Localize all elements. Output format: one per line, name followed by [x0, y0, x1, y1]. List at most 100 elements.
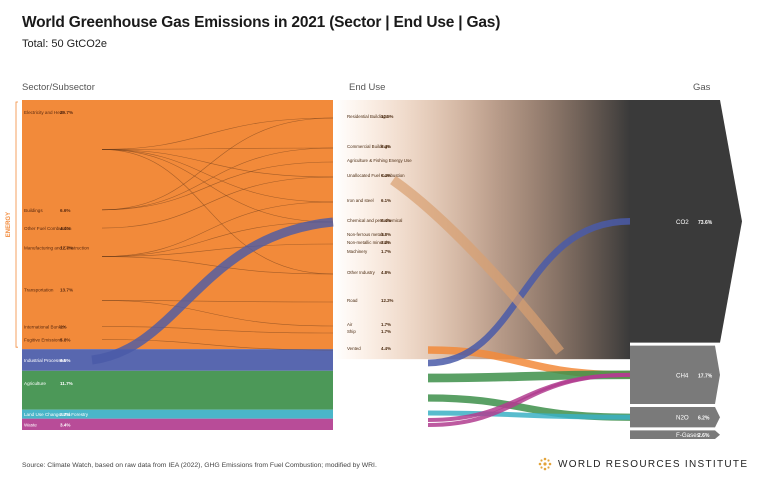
end-use-label-landfills: Landfills: [347, 416, 364, 421]
energy-group-label: ENERGY: [6, 212, 12, 237]
sector-value-other-fuel-combustion: 4.4%: [60, 226, 70, 231]
sector-value-waste: 3.4%: [60, 422, 70, 427]
flow-international-bunker-to-ship: [101, 326, 334, 334]
sector-value-international-bunker: 2%: [60, 325, 67, 330]
gas-node-co2: [630, 100, 742, 343]
sector-label-transportation: Transportation: [24, 288, 54, 293]
sector-label-agriculture: Agriculture: [24, 381, 46, 386]
sector-value-agriculture: 11.7%: [60, 381, 73, 386]
sector-label-electricity-and-heat: Electricity and Heat: [24, 110, 64, 115]
column-header-gas: Gas: [693, 82, 711, 93]
end-use-value-ship: 1.7%: [381, 329, 391, 334]
sector-value-land-use-change-and-forestry: 2.7%: [60, 412, 70, 417]
gas-node-f-gases: [630, 430, 720, 439]
sector-label-fugitive-emissions: Fugitive Emissions: [24, 338, 63, 343]
end-use-value-cement: 3.4%: [381, 359, 391, 364]
flow-transportation-to-road: [101, 300, 334, 303]
sector-value-industrial-processes: 6.5%: [60, 358, 70, 363]
end-use-value-livestock-manure: 5.8%: [381, 374, 391, 379]
column-header-sector: Sector/Subsector: [22, 82, 95, 93]
end-use-label-non-metallic-minerals: Non-metallic minerals: [347, 240, 390, 245]
flow-transportation-to-air: [101, 300, 334, 327]
wri-logo: WORLD RESOURCES INSTITUTE: [538, 457, 748, 471]
flow-manufacturing-and-construction-to-other-industry: [101, 256, 334, 275]
sector-band-agriculture: [22, 370, 333, 410]
end-use-label-air: Air: [347, 322, 353, 327]
flow-cement: [427, 217, 631, 367]
flow-buildings-to-agriculture-fishing-energy-use: [101, 161, 334, 211]
end-use-label-wastewater: Wastewater: [347, 421, 371, 426]
chart-title: World Greenhouse Gas Emissions in 2021 (…: [22, 14, 501, 31]
end-use-label-iron-and-steel: Iron and steel: [347, 198, 374, 203]
energy-bracket: [15, 101, 18, 348]
end-use-label-unallocated-fuel-combustion: Unallocated Fuel Combustion: [347, 173, 405, 178]
sector-band-waste: [22, 418, 333, 430]
flow-drained-organic-soils: [427, 410, 631, 420]
gas-node-ch4: [630, 345, 720, 404]
gas-label-n2o: N2O: [676, 415, 689, 422]
gas-label-ch4: CH4: [676, 372, 689, 379]
flow-electricity-and-heat-to-unallocated-fuel-combustion: [101, 149, 334, 178]
flow-industrial-processes-to-chemical: [91, 217, 334, 365]
source-note: Source: Climate Watch, based on raw data…: [22, 462, 377, 469]
wri-logo-text: WORLD RESOURCES INSTITUTE: [558, 458, 749, 470]
flow-electricity-and-heat-to-iron-and-steel: [101, 149, 334, 203]
end-use-label-other-industry: Other Industry: [347, 270, 376, 275]
flow-manufacturing-and-construction-to-non-metallic-minerals: [101, 243, 334, 257]
sector-label-other-fuel-combustion: Other Fuel Combustion: [24, 226, 72, 231]
end-use-label-agricultural-soils: Agricultural Soils: [347, 394, 381, 399]
end-use-label-ship: Ship: [347, 329, 356, 334]
end-use-value-iron-and-steel: 6.1%: [381, 198, 391, 203]
gas-value-n2o: 6.2%: [698, 416, 710, 422]
flow-electricity-and-heat-to-commercial-buildings: [101, 147, 334, 150]
flow-wastewater: [427, 372, 631, 427]
sector-label-buildings: Buildings: [24, 208, 43, 213]
end-use-value-machinery: 1.7%: [381, 249, 391, 254]
sector-value-buildings: 6.6%: [60, 208, 70, 213]
end-use-label-livestock-manure: Livestock & Manure: [347, 374, 386, 379]
end-use-label-agriculture-fishing-energy-use: Agriculture & Fishing Energy Use: [347, 158, 412, 163]
end-use-value-agricultural-soils: 4.1%: [381, 394, 391, 399]
gas-value-co2: 73.6%: [698, 220, 713, 226]
end-use-label-non-ferrous-metals: Non-ferrous metals: [347, 232, 385, 237]
gas-value-ch4: 17.7%: [698, 373, 713, 379]
wri-logo-icon: [538, 457, 552, 471]
flow-electricity-and-heat-to-residential-buildings: [101, 117, 334, 150]
gas-label-co2: CO2: [676, 219, 689, 226]
end-use-label-commercial-buildings: Commercial Buildings: [347, 144, 390, 149]
gas-node-n2o: [630, 406, 720, 428]
flow-buildings-to-residential-buildings: [101, 117, 334, 211]
gas-label-f-gases: F-Gases: [676, 432, 700, 439]
end-use-value-drained-organic-soils: 1.2%: [381, 409, 391, 414]
column-header-end-use: End Use: [349, 82, 386, 93]
sector-label-manufacturing-and-construction: Manufacturing and Construction: [24, 245, 90, 250]
gas-value-f-gases: 2.6%: [698, 433, 710, 439]
flow-manufacturing-and-construction-to-chemical-and-petrochemical: [101, 221, 334, 257]
flow-manufacturing-and-construction-to-iron-and-steel: [101, 201, 334, 257]
end-use-value-non-ferrous-metals: 1.8%: [381, 232, 391, 237]
end-use-value-commercial-buildings: 6.4%: [381, 144, 391, 149]
flow-energy-to-ch4: [390, 175, 564, 355]
sector-label-land-use-change-and-forestry: Land Use Change and Forestry: [24, 412, 89, 417]
sector-value-transportation: 13.7%: [60, 288, 73, 293]
sector-band-land-use-change-and-forestry: [22, 409, 333, 419]
end-use-label-road: Road: [347, 298, 358, 303]
sector-label-waste: Waste: [24, 422, 37, 427]
end-use-value-other-industry: 4.8%: [381, 270, 391, 275]
sector-label-industrial-processes: Industrial Processes: [24, 358, 66, 363]
end-use-label-machinery: Machinery: [347, 249, 368, 254]
end-use-label-cement: Cement: [347, 359, 363, 364]
end-use-label-residential-buildings: Residential Buildings: [347, 114, 389, 119]
end-use-label-chemical-and-petrochemical: Chemical and petrochemical: [347, 218, 402, 223]
end-use-label-vented: Vented: [347, 346, 361, 351]
energy-fade-band: [333, 100, 630, 360]
end-use-value-air: 1.7%: [381, 322, 391, 327]
sector-value-electricity-and-heat: 29.7%: [60, 110, 73, 115]
flow-electricity-and-heat-to-other-industry: [101, 149, 334, 275]
end-use-value-vented: 4.4%: [381, 346, 391, 351]
sector-value-manufacturing-and-construction: 12.7%: [60, 245, 73, 250]
end-use-value-non-metallic-minerals: 3.2%: [381, 240, 391, 245]
sector-value-fugitive-emissions: 5.8%: [60, 338, 70, 343]
end-use-value-unallocated-fuel-combustion: 6.4%: [381, 173, 391, 178]
